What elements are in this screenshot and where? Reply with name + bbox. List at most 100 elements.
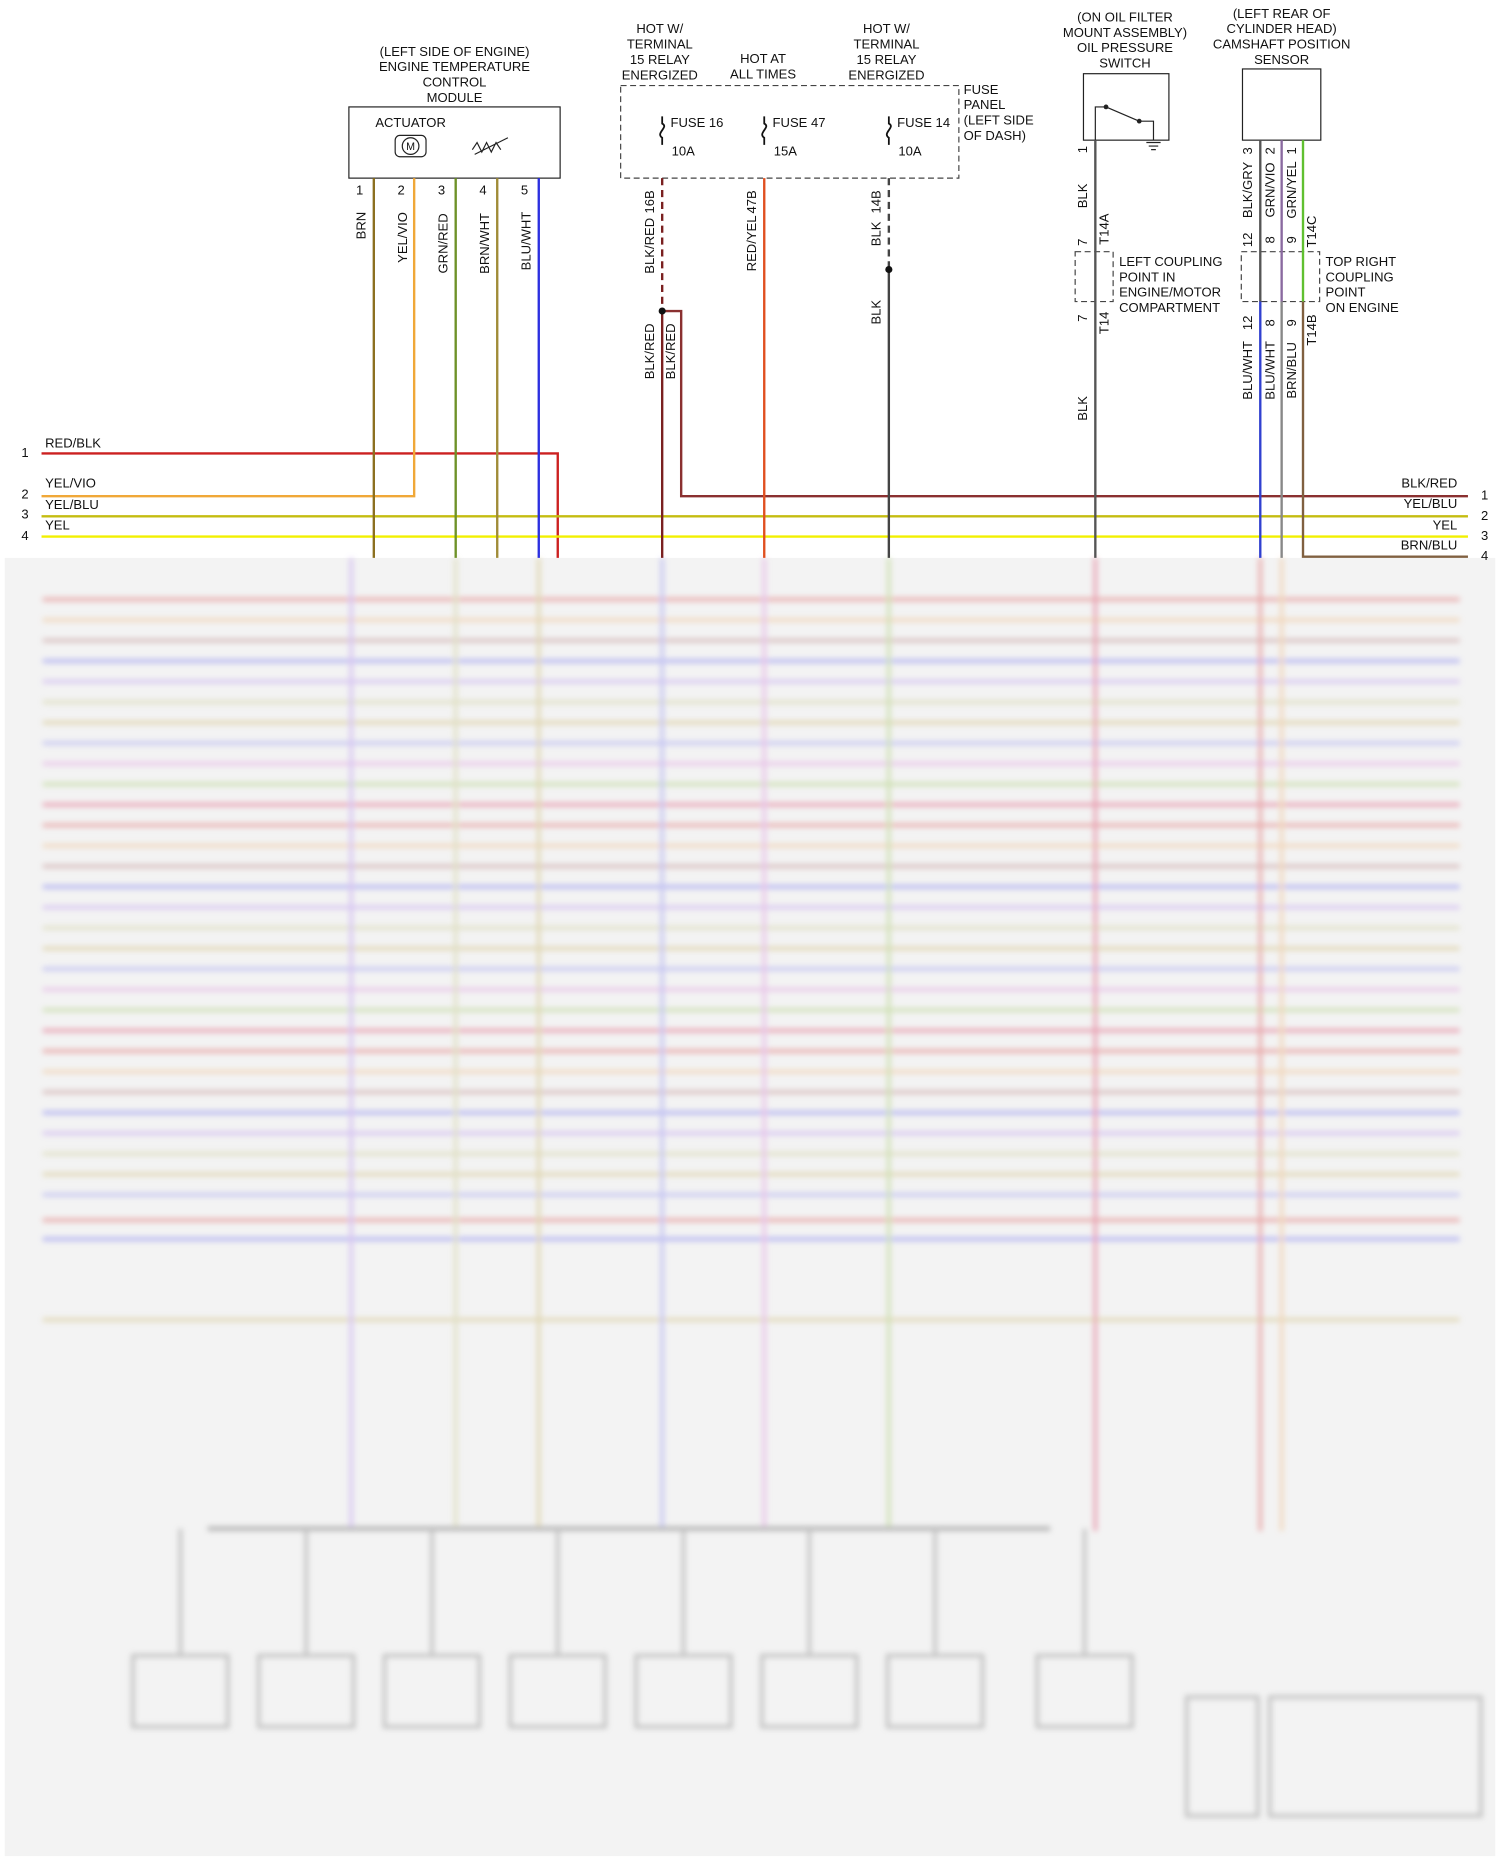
- component-title: MODULE: [427, 90, 483, 105]
- wire-color: BLU/WHT: [1240, 341, 1255, 400]
- labels: (LEFT SIDE OF ENGINE)ENGINE TEMPERATURE C…: [21, 6, 1488, 563]
- component-title: SENSOR: [1254, 52, 1309, 67]
- pin-number: 2: [1481, 508, 1488, 523]
- pin-number: 7: [1075, 239, 1090, 246]
- wires: [41, 116, 1468, 558]
- wire-color: YEL/VIO: [395, 212, 410, 263]
- supply-label: ALL TIMES: [730, 66, 796, 81]
- wire: [41, 452, 559, 558]
- wire-color: RED/BLK: [45, 435, 101, 450]
- terminal: 16B: [642, 190, 657, 214]
- wire-color: YEL/BLU: [45, 497, 99, 512]
- pin-number: 9: [1284, 319, 1299, 326]
- wire: [1301, 301, 1468, 558]
- splice: [658, 307, 666, 315]
- component-title: (ON OIL FILTER: [1077, 9, 1173, 24]
- connector: T14: [1096, 312, 1111, 334]
- wire-color: YEL/BLU: [1404, 496, 1458, 511]
- component-title: SWITCH: [1099, 56, 1150, 71]
- wire-color: BRN: [353, 212, 368, 240]
- coupling-title: LEFT COUPLING: [1119, 254, 1222, 269]
- pin-number: 1: [1075, 146, 1090, 153]
- motor-letter: M: [406, 141, 415, 153]
- pin-number: 7: [1075, 315, 1090, 322]
- pin-number: 8: [1262, 236, 1277, 243]
- supply-label: HOT W/: [863, 21, 910, 36]
- fuse-name: FUSE 16: [670, 115, 723, 130]
- fuse-name: FUSE 14: [897, 115, 950, 130]
- coupling-title: TOP RIGHT: [1326, 254, 1397, 269]
- fuse-rating: 10A: [898, 143, 922, 158]
- pin-number: 2: [397, 183, 404, 198]
- component-title: OF DASH): [964, 128, 1026, 143]
- component-title: PANEL: [964, 97, 1006, 112]
- coupling-title: COUPLING: [1326, 269, 1394, 284]
- connector: T14A: [1096, 213, 1111, 244]
- supply-label: TERMINAL: [627, 37, 693, 52]
- blurred-region: [4, 557, 1496, 1857]
- component-title: CYLINDER HEAD): [1227, 21, 1337, 36]
- component-title: ENGINE TEMPERATURE: [379, 59, 530, 74]
- fuse-symbol: [761, 116, 768, 145]
- pin-number: 2: [1262, 147, 1277, 154]
- connector: T14B: [1304, 314, 1319, 345]
- component-title: (LEFT REAR OF: [1233, 6, 1331, 21]
- wire-color: GRN/YEL: [1284, 161, 1299, 218]
- connector: T14C: [1304, 216, 1319, 248]
- blurred-component: [1267, 1695, 1483, 1818]
- wire: [662, 309, 1468, 498]
- pin-number: 3: [21, 507, 28, 522]
- component-title: MOUNT ASSEMBLY): [1063, 25, 1187, 40]
- wire-color: GRN/VIO: [1262, 162, 1277, 217]
- pin-number: 4: [479, 183, 486, 198]
- pin-number: 9: [1284, 236, 1299, 243]
- wire-color: RED/YEL: [744, 215, 759, 271]
- pin-number: 12: [1240, 233, 1255, 248]
- pin-number: 4: [21, 528, 28, 543]
- terminal: 47B: [744, 190, 759, 214]
- component-title: (LEFT SIDE OF ENGINE): [380, 44, 530, 59]
- wire-color: BRN/BLU: [1284, 342, 1299, 399]
- splice: [885, 265, 893, 274]
- supply-label: ENERGIZED: [848, 68, 924, 83]
- pin-number: 1: [1481, 488, 1488, 503]
- thermistor-symbol: [471, 137, 509, 155]
- ground-symbol: [1146, 141, 1161, 151]
- fuse-symbol: [885, 116, 892, 145]
- wire-color: BLK: [1075, 183, 1090, 208]
- coupling-title: POINT: [1326, 285, 1366, 300]
- supply-label: HOT W/: [636, 21, 683, 36]
- wire-color: BLK/GRY: [1240, 162, 1255, 219]
- fuse-name: FUSE 47: [773, 115, 826, 130]
- motor-symbol: [401, 137, 420, 155]
- component-title: (LEFT SIDE: [964, 113, 1034, 128]
- coupling-title: ON ENGINE: [1326, 300, 1400, 315]
- switch-contact: [1103, 104, 1109, 110]
- pin-number: 1: [21, 445, 28, 460]
- coupling-title: POINT IN: [1119, 269, 1175, 284]
- pin-number: 12: [1240, 316, 1255, 331]
- coupling-title: COMPARTMENT: [1119, 300, 1220, 315]
- wire-color: BLU/WHT: [518, 212, 533, 271]
- pin-number: 3: [1481, 528, 1488, 543]
- component-title: CAMSHAFT POSITION: [1213, 37, 1351, 52]
- supply-label: TERMINAL: [853, 37, 919, 52]
- fuse-panel-box: [620, 84, 960, 179]
- component-title: OIL PRESSURE: [1077, 40, 1173, 55]
- fuse-rating: 10A: [672, 143, 696, 158]
- wire-color: BLK/RED: [1401, 476, 1457, 491]
- blurred-component: [1184, 1695, 1260, 1818]
- blurred-wiring: [42, 557, 1483, 1818]
- wire-color: BLK: [868, 300, 883, 325]
- pin-number: 1: [1284, 147, 1299, 154]
- pin-number: 3: [438, 183, 445, 198]
- pin-number: 3: [1240, 147, 1255, 154]
- supply-label: HOT AT: [740, 51, 786, 66]
- wire-color: YEL: [45, 517, 70, 532]
- component-title: FUSE: [964, 82, 999, 97]
- supply-label: 15 RELAY: [630, 52, 690, 67]
- fuse-rating: 15A: [774, 143, 798, 158]
- supply-label: ENERGIZED: [622, 68, 698, 83]
- actuator-motor: [394, 134, 427, 158]
